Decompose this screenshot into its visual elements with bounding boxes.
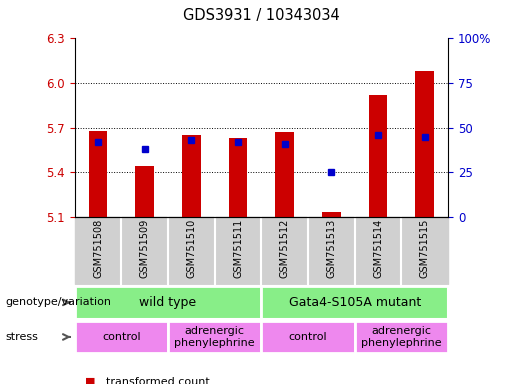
Bar [261, 321, 355, 353]
Bar [182, 135, 201, 217]
Bar [122, 217, 168, 284]
Text: Gata4-S105A mutant: Gata4-S105A mutant [288, 296, 421, 309]
Text: GDS3931 / 10343034: GDS3931 / 10343034 [183, 8, 340, 23]
Text: control: control [289, 332, 328, 342]
Text: transformed count: transformed count [106, 377, 209, 384]
Bar [168, 321, 261, 353]
Bar [229, 138, 247, 217]
Bar [75, 321, 168, 353]
Bar [308, 217, 355, 284]
Bar [261, 286, 448, 319]
Bar [89, 131, 107, 217]
Bar [276, 132, 294, 217]
Text: adrenergic
phenylephrine: adrenergic phenylephrine [361, 326, 442, 348]
Bar [322, 212, 341, 217]
Bar [355, 321, 448, 353]
Bar [215, 217, 261, 284]
Bar [75, 286, 261, 319]
Bar [416, 71, 434, 217]
Bar [135, 166, 154, 217]
Bar [168, 217, 215, 284]
Bar [355, 217, 401, 284]
Bar [261, 217, 308, 284]
Text: wild type: wild type [140, 296, 197, 309]
Text: stress: stress [5, 332, 38, 342]
Text: adrenergic
phenylephrine: adrenergic phenylephrine [175, 326, 255, 348]
Bar [75, 217, 122, 284]
Bar [369, 95, 387, 217]
Text: control: control [102, 332, 141, 342]
Bar [401, 217, 448, 284]
Text: ■: ■ [85, 377, 95, 384]
Text: genotype/variation: genotype/variation [5, 297, 111, 308]
